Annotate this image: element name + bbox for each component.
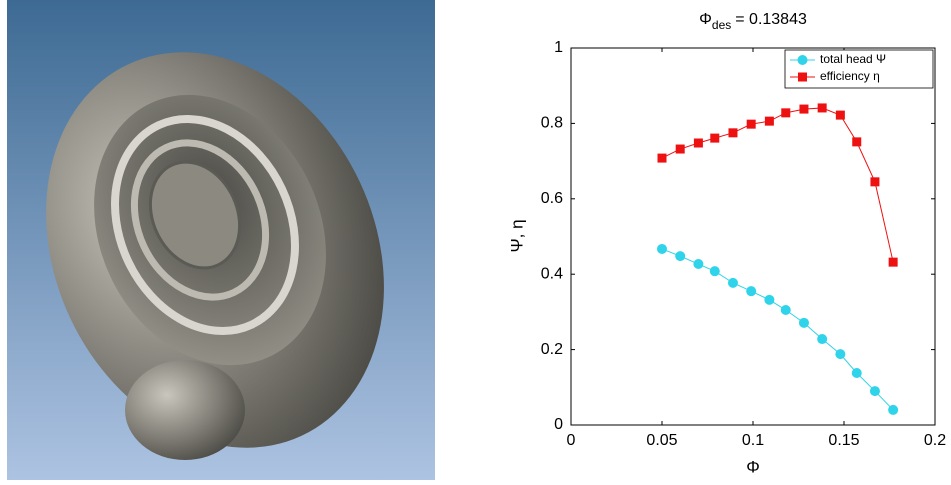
x-axis-label: Φ: [746, 457, 760, 476]
marker: [709, 266, 720, 277]
marker: [675, 251, 686, 262]
marker: [693, 138, 703, 148]
marker: [851, 367, 862, 378]
marker: [888, 404, 899, 415]
marker: [710, 133, 720, 143]
axes-box: [570, 47, 936, 426]
x-tick-label: 0.1: [742, 432, 764, 449]
marker: [675, 144, 685, 154]
legend-box: [784, 49, 934, 89]
marker: [888, 257, 898, 267]
y-tick-label: 0: [554, 416, 563, 433]
marker: [657, 153, 667, 163]
title-subscript: des: [712, 18, 731, 32]
chart-title: Φdes = 0.13843: [699, 11, 807, 32]
marker: [746, 119, 756, 129]
marker: [746, 286, 757, 297]
x-tick-label: 0: [567, 432, 576, 449]
marker: [693, 259, 704, 270]
y-tick-label: 0.8: [541, 115, 563, 132]
marker: [798, 317, 809, 328]
volute-outlet: [125, 360, 245, 460]
title-symbol: Φ: [699, 11, 712, 28]
marker: [870, 177, 880, 187]
pump-render: [7, 0, 435, 480]
marker: [852, 137, 862, 147]
y-axis-label: Ψ, η: [507, 219, 526, 252]
marker: [781, 108, 791, 118]
x-tick-label: 0.05: [646, 432, 677, 449]
marker: [798, 72, 807, 82]
blade-ring: [111, 115, 299, 335]
legend-label: total head Ψ: [820, 52, 886, 66]
marker: [835, 110, 845, 120]
y-tick-label: 1: [554, 39, 563, 56]
marker: [657, 243, 667, 254]
y-tick-label: 0.2: [541, 341, 563, 358]
marker: [799, 104, 809, 114]
marker: [764, 116, 774, 126]
marker: [869, 386, 880, 397]
blade-ring: [130, 139, 270, 301]
marker: [835, 349, 846, 360]
marker: [797, 55, 808, 65]
y-tick-label: 0.6: [541, 190, 563, 207]
hub: [148, 160, 242, 270]
x-tick-label: 0.15: [828, 432, 859, 449]
title-value: = 0.13843: [735, 11, 807, 28]
marker: [817, 103, 827, 113]
legend-label: efficiency η: [820, 69, 880, 83]
x-tick-label: 0.2: [924, 432, 946, 449]
marker: [728, 128, 738, 138]
marker: [727, 277, 738, 288]
marker: [764, 294, 775, 305]
y-tick-label: 0.4: [541, 265, 563, 282]
marker: [817, 334, 828, 345]
marker: [780, 305, 791, 316]
